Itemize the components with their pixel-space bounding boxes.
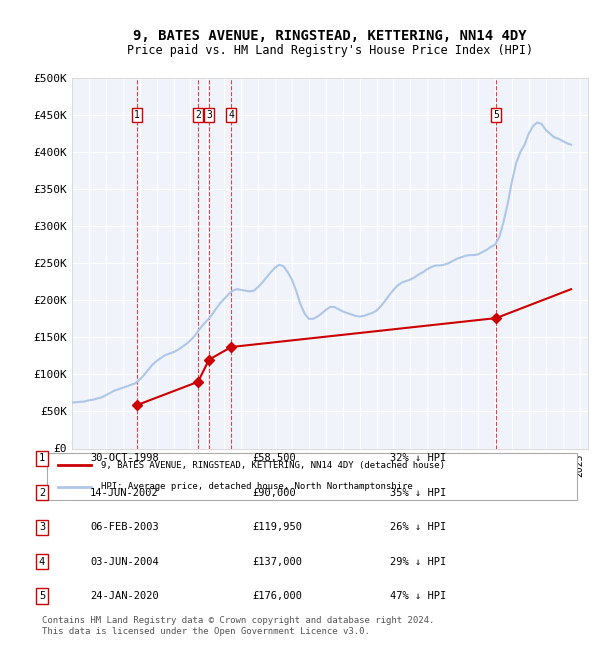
Text: 32% ↓ HPI: 32% ↓ HPI [390,453,446,463]
Text: 30-OCT-1998: 30-OCT-1998 [90,453,159,463]
Text: HPI: Average price, detached house, North Northamptonshire: HPI: Average price, detached house, Nort… [101,482,413,491]
Text: 9, BATES AVENUE, RINGSTEAD, KETTERING, NN14 4DY (detached house): 9, BATES AVENUE, RINGSTEAD, KETTERING, N… [101,461,445,470]
Text: 9, BATES AVENUE, RINGSTEAD, KETTERING, NN14 4DY: 9, BATES AVENUE, RINGSTEAD, KETTERING, N… [133,29,527,44]
Text: 1: 1 [39,453,45,463]
Text: 2: 2 [39,488,45,498]
Text: 14-JUN-2002: 14-JUN-2002 [90,488,159,498]
Text: Price paid vs. HM Land Registry's House Price Index (HPI): Price paid vs. HM Land Registry's House … [127,44,533,57]
Text: 3: 3 [39,522,45,532]
Text: 5: 5 [493,110,499,120]
Text: 4: 4 [229,110,235,120]
Text: 29% ↓ HPI: 29% ↓ HPI [390,556,446,567]
FancyBboxPatch shape [47,452,577,499]
Text: 1: 1 [134,110,140,120]
Text: 03-JUN-2004: 03-JUN-2004 [90,556,159,567]
Text: 4: 4 [39,556,45,567]
Text: 35% ↓ HPI: 35% ↓ HPI [390,488,446,498]
Text: 26% ↓ HPI: 26% ↓ HPI [390,522,446,532]
Text: 24-JAN-2020: 24-JAN-2020 [90,591,159,601]
Text: £58,500: £58,500 [252,453,296,463]
Text: £137,000: £137,000 [252,556,302,567]
Text: £176,000: £176,000 [252,591,302,601]
Text: 47% ↓ HPI: 47% ↓ HPI [390,591,446,601]
Text: 06-FEB-2003: 06-FEB-2003 [90,522,159,532]
Text: £119,950: £119,950 [252,522,302,532]
Text: Contains HM Land Registry data © Crown copyright and database right 2024.
This d: Contains HM Land Registry data © Crown c… [42,616,434,636]
Text: 2: 2 [195,110,201,120]
Text: 5: 5 [39,591,45,601]
Text: £90,000: £90,000 [252,488,296,498]
Text: 3: 3 [206,110,212,120]
